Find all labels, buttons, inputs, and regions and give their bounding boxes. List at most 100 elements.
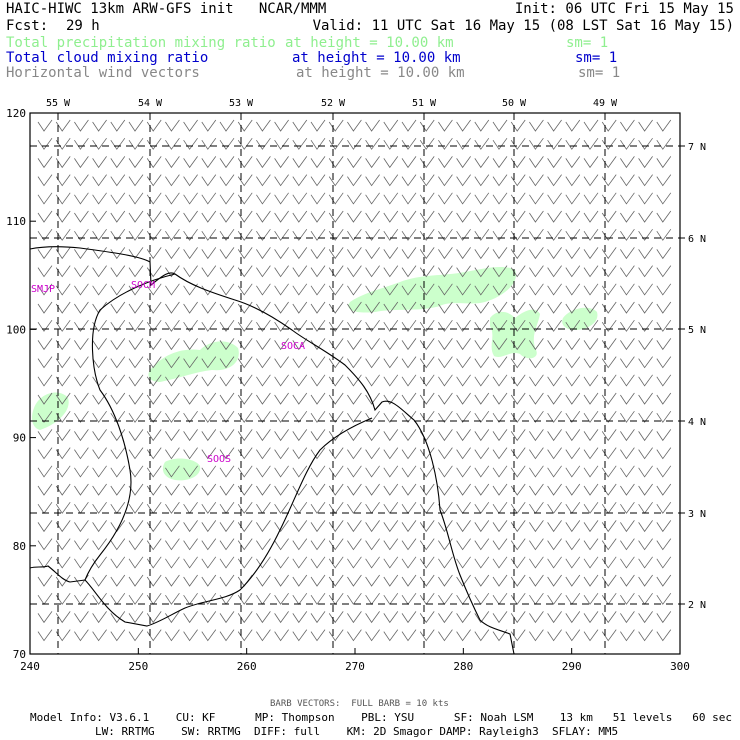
wind-barb bbox=[129, 357, 143, 368]
wind-barb bbox=[165, 520, 179, 531]
wind-barb bbox=[366, 175, 380, 186]
wind-barb bbox=[311, 284, 325, 295]
wind-barb bbox=[548, 284, 562, 295]
wind-barb bbox=[275, 284, 289, 295]
wind-barb bbox=[657, 393, 671, 404]
wind-barb bbox=[38, 211, 52, 222]
wind-barb bbox=[147, 320, 161, 331]
wind-barb bbox=[420, 575, 434, 586]
wind-barb bbox=[347, 193, 361, 204]
wind-barb bbox=[657, 284, 671, 295]
wind-barb bbox=[93, 375, 107, 386]
wind-barb bbox=[129, 375, 143, 386]
wind-barb bbox=[256, 502, 270, 513]
wind-barb bbox=[620, 247, 634, 258]
wind-barb bbox=[457, 156, 471, 167]
wind-barb bbox=[548, 502, 562, 513]
wind-barb bbox=[147, 338, 161, 349]
wind-barb bbox=[293, 393, 307, 404]
wind-barb bbox=[347, 593, 361, 604]
wind-barb bbox=[293, 575, 307, 586]
wind-barb bbox=[74, 502, 88, 513]
wind-barb bbox=[347, 357, 361, 368]
wind-barb bbox=[566, 593, 580, 604]
wind-barb bbox=[438, 320, 452, 331]
wind-barb bbox=[584, 193, 598, 204]
wind-barb bbox=[529, 611, 543, 622]
wind-barb bbox=[129, 229, 143, 240]
wind-barb bbox=[38, 539, 52, 550]
wind-barb bbox=[511, 575, 525, 586]
wind-barb bbox=[311, 302, 325, 313]
wind-barb bbox=[366, 630, 380, 641]
wind-barb bbox=[493, 357, 507, 368]
wind-barb bbox=[584, 429, 598, 440]
wind-barb bbox=[420, 193, 434, 204]
wind-barb bbox=[238, 138, 252, 149]
wind-barb bbox=[165, 338, 179, 349]
wind-barb bbox=[220, 484, 234, 495]
wind-barb bbox=[657, 266, 671, 277]
wind-barb bbox=[475, 320, 489, 331]
wind-barb bbox=[238, 502, 252, 513]
wind-barb bbox=[311, 211, 325, 222]
wind-barb bbox=[493, 575, 507, 586]
wind-barb bbox=[38, 630, 52, 641]
wind-barb bbox=[657, 429, 671, 440]
wind-barb bbox=[202, 557, 216, 568]
wind-barb bbox=[511, 611, 525, 622]
wind-barb bbox=[238, 156, 252, 167]
wind-barb bbox=[165, 630, 179, 641]
wind-barb bbox=[311, 502, 325, 513]
wind-barb bbox=[202, 611, 216, 622]
wind-barb bbox=[238, 539, 252, 550]
wind-barb bbox=[347, 247, 361, 258]
wind-barb bbox=[548, 211, 562, 222]
wind-barb bbox=[311, 357, 325, 368]
wind-barb bbox=[657, 338, 671, 349]
wind-barb bbox=[111, 138, 125, 149]
wind-barb bbox=[457, 539, 471, 550]
wind-barb bbox=[238, 466, 252, 477]
wind-barb bbox=[639, 502, 653, 513]
wind-barb bbox=[420, 630, 434, 641]
wind-barb bbox=[238, 193, 252, 204]
wind-barb bbox=[238, 557, 252, 568]
wind-barb bbox=[238, 448, 252, 459]
wind-barb bbox=[657, 539, 671, 550]
wind-barb bbox=[147, 630, 161, 641]
wind-barb bbox=[275, 630, 289, 641]
wind-barb bbox=[602, 375, 616, 386]
wind-barb bbox=[602, 630, 616, 641]
precip-areas bbox=[32, 267, 597, 480]
wind-barb bbox=[256, 320, 270, 331]
wind-barb bbox=[420, 593, 434, 604]
wind-barb bbox=[457, 393, 471, 404]
wind-barb bbox=[238, 120, 252, 131]
wind-barb bbox=[74, 593, 88, 604]
wind-barb bbox=[475, 247, 489, 258]
wind-barb bbox=[584, 611, 598, 622]
wind-barb bbox=[602, 466, 616, 477]
wind-barb bbox=[511, 357, 525, 368]
y-tick-label: 90 bbox=[13, 432, 26, 445]
wind-barb bbox=[202, 502, 216, 513]
wind-barb bbox=[384, 338, 398, 349]
wind-barb bbox=[111, 375, 125, 386]
wind-barb bbox=[329, 393, 343, 404]
station-label-socm: SOCM bbox=[131, 280, 155, 291]
wind-barb bbox=[639, 484, 653, 495]
wind-barb bbox=[511, 302, 525, 313]
wind-barb bbox=[457, 448, 471, 459]
wind-barb bbox=[438, 211, 452, 222]
wind-barb bbox=[238, 229, 252, 240]
wind-barb bbox=[529, 520, 543, 531]
wind-barb bbox=[38, 193, 52, 204]
wind-barb bbox=[438, 448, 452, 459]
wind-barb bbox=[639, 120, 653, 131]
wind-barb bbox=[639, 448, 653, 459]
wind-barb bbox=[620, 448, 634, 459]
wind-barb bbox=[657, 120, 671, 131]
wind-barb bbox=[93, 120, 107, 131]
wind-barb bbox=[566, 429, 580, 440]
